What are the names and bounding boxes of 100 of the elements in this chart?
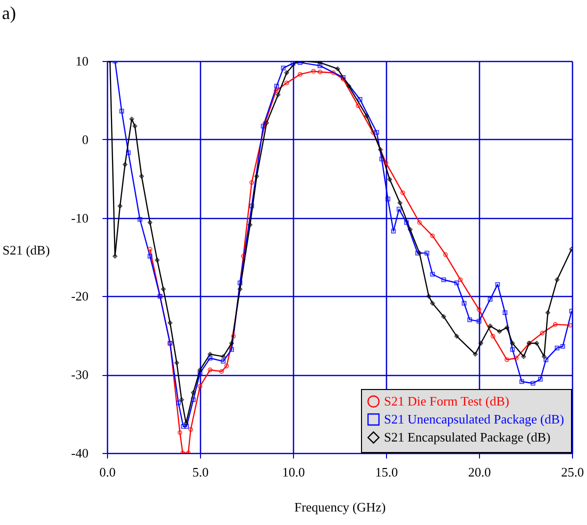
legend-label: S21 Encapsulated Package (dB) [384,430,550,444]
point [370,130,376,135]
x-tick-label: 0.0 [99,464,116,480]
point [356,103,360,108]
x-tick-label: 25.0 [561,464,584,480]
point [426,294,432,299]
point [160,286,166,292]
point [521,354,526,359]
point [208,356,212,361]
point [478,340,484,346]
point [231,334,236,339]
point [208,352,212,357]
point [552,322,558,327]
point [415,250,420,256]
point [298,72,302,77]
y-tick-label: 0 [82,132,88,147]
point [443,252,448,258]
point [276,92,280,98]
point [387,177,392,182]
point [379,156,384,162]
point [318,63,322,68]
point [430,272,435,277]
point [179,397,184,402]
y-tick-label: 10 [76,54,88,68]
point [545,310,550,316]
point [330,70,336,76]
point [248,222,252,228]
point [122,162,128,167]
point [404,220,409,225]
point [190,397,196,402]
point [396,206,402,212]
point [519,379,524,384]
point [408,227,413,232]
point [174,360,180,366]
point [118,204,122,208]
x-tick-label: 15.0 [375,464,398,480]
point [538,376,543,382]
point [454,280,460,286]
y-tick-label: -40 [71,446,88,460]
point [119,108,124,114]
x-tick-label: 5.0 [192,464,209,480]
point [311,68,316,74]
point [176,400,181,406]
point [274,84,280,88]
point [391,228,396,234]
point [280,66,286,70]
y-axis-title: S21 (dB) [2,242,50,258]
point [441,277,446,282]
point [238,280,242,286]
point [178,430,182,435]
point [358,97,362,102]
point [488,296,493,302]
point [385,196,390,202]
point [488,324,493,328]
point [126,150,131,156]
point [224,364,229,368]
point [417,220,422,225]
point [238,286,242,292]
point [219,369,224,374]
point [208,368,212,372]
point [400,190,406,196]
point [229,347,234,352]
point [560,344,566,349]
point [190,390,196,396]
point [378,147,383,152]
point [504,357,510,362]
x-tick-label: 10.0 [282,464,305,480]
point [467,317,472,322]
point [260,124,266,128]
point [490,334,496,339]
point [530,380,536,386]
point [184,424,189,429]
point [290,61,296,66]
point [458,277,463,282]
point [240,254,246,259]
y-tick-label: -10 [71,210,88,226]
point [139,174,144,179]
point [148,220,152,225]
point [148,254,152,259]
point [274,88,278,94]
point [335,66,340,72]
point [198,368,202,372]
x-tick-label: 20.0 [468,464,491,480]
point [430,233,435,238]
point [318,61,322,65]
point [514,356,519,361]
point [364,114,370,118]
point [497,329,502,334]
point [504,325,510,330]
point [132,124,138,128]
point [284,70,290,76]
point [229,340,234,346]
point [198,384,202,389]
point [220,358,226,364]
point [284,80,290,86]
point [542,354,546,359]
point [220,354,226,359]
point [540,330,545,336]
point [180,424,186,429]
point [374,130,380,135]
